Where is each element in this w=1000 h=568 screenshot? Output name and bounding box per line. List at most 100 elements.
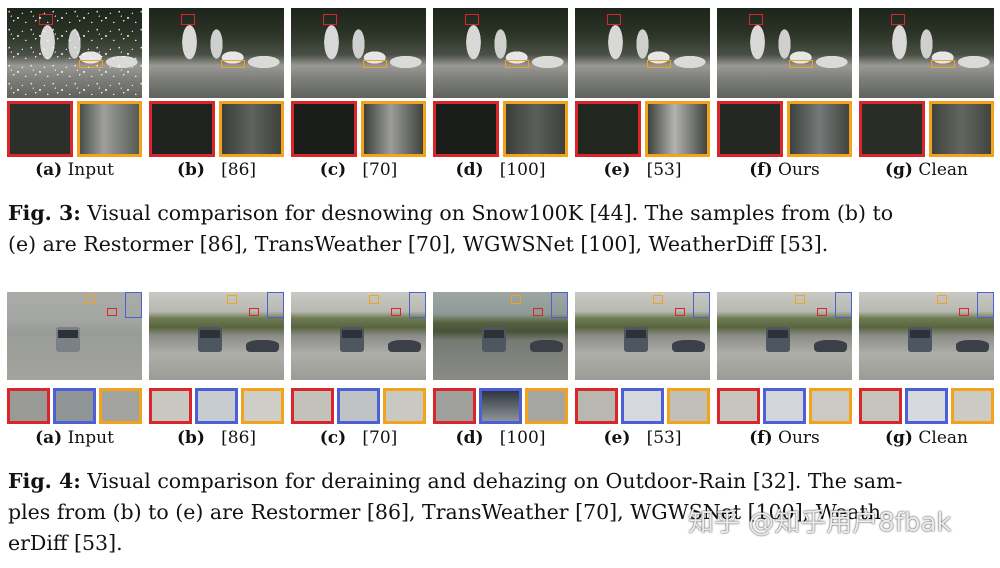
orange-crop	[241, 388, 284, 424]
subcaption-letter: (c)	[319, 428, 347, 448]
red-crop	[717, 101, 783, 157]
fig4-subcaption-e: (e) [53]	[572, 428, 713, 448]
fig4-panel-c	[291, 292, 426, 427]
subcaption-text: Clean	[918, 428, 968, 448]
red-crop	[149, 101, 215, 157]
fig3-caption-line2: (e) are Restormer [86], TransWeather [70…	[8, 229, 998, 260]
car-shape	[956, 339, 989, 352]
orange-zoom-marker	[653, 295, 663, 304]
fig3-caption-line1: Fig. 3: Visual comparison for desnowing …	[8, 198, 998, 229]
car-shape	[765, 327, 790, 352]
fig3-subcaption-a: (a) Input	[4, 160, 145, 180]
fig3-panel-e	[575, 8, 710, 158]
snow-image	[149, 8, 284, 98]
subcaption-letter: (d)	[455, 160, 484, 180]
fig4-subcaption-a: (a) Input	[4, 428, 145, 448]
rain-image	[575, 292, 710, 380]
blue-zoom-marker	[835, 292, 852, 318]
car-shape	[907, 327, 932, 352]
fig4-label: Fig. 4:	[8, 469, 81, 493]
red-crop	[291, 388, 334, 424]
orange-crop	[787, 101, 852, 157]
red-crop	[859, 388, 902, 424]
red-zoom-marker	[107, 308, 117, 316]
blue-crop	[763, 388, 806, 424]
orange-zoom-marker	[795, 295, 805, 304]
fig3-panel-f	[717, 8, 852, 158]
subcaption-text: [53]	[646, 160, 682, 180]
snow-image	[291, 8, 426, 98]
fig3-panel-c	[291, 8, 426, 158]
car-shape	[339, 327, 364, 352]
orange-crop	[77, 101, 142, 157]
red-zoom-marker	[323, 14, 337, 25]
orange-crop	[929, 101, 994, 157]
blue-zoom-marker	[409, 292, 426, 318]
rain-image	[433, 292, 568, 380]
fig3-subcaption-f: (f) Ours	[714, 160, 855, 180]
fig3-subcaption-e: (e) [53]	[572, 160, 713, 180]
car-shape	[388, 339, 421, 352]
blue-crop	[905, 388, 948, 424]
fig4-caption-line3: erDiff [53].	[8, 528, 998, 559]
orange-zoom-marker	[363, 60, 387, 68]
red-crop	[149, 388, 192, 424]
subcaption-text: [70]	[362, 428, 398, 448]
subcaption-letter: (e)	[603, 160, 631, 180]
orange-crop	[951, 388, 994, 424]
red-zoom-marker	[533, 308, 543, 316]
fig4-panel-g	[859, 292, 994, 427]
fig3-panel-g	[859, 8, 994, 158]
orange-crop	[667, 388, 710, 424]
caption-text: (e) are Restormer [86], TransWeather [70…	[8, 232, 829, 256]
subcaption-letter: (a)	[35, 428, 63, 448]
subcaption-letter: (g)	[885, 160, 913, 180]
fig4-caption: Fig. 4: Visual comparison for deraining …	[8, 466, 998, 559]
subcaption-text: Input	[67, 428, 114, 448]
fig4-subcaption-d: (d) [100]	[430, 428, 571, 448]
car-shape	[814, 339, 847, 352]
blue-zoom-marker	[693, 292, 710, 318]
orange-zoom-marker	[85, 295, 95, 304]
fig4-caption-line2: ples from (b) to (e) are Restormer [86],…	[8, 497, 998, 528]
blue-zoom-marker	[551, 292, 568, 318]
orange-crop	[99, 388, 142, 424]
orange-crop	[645, 101, 710, 157]
subcaption-letter: (g)	[885, 428, 913, 448]
fig3-subcaption-c: (c) [70]	[288, 160, 429, 180]
subcaption-letter: (c)	[319, 160, 347, 180]
blue-zoom-marker	[977, 292, 994, 318]
red-zoom-marker	[39, 14, 53, 25]
red-zoom-marker	[607, 14, 621, 25]
red-zoom-marker	[465, 14, 479, 25]
blue-crop	[621, 388, 664, 424]
red-zoom-marker	[749, 14, 763, 25]
red-crop	[717, 388, 760, 424]
red-zoom-marker	[959, 308, 969, 316]
orange-zoom-marker	[505, 60, 529, 68]
subcaption-text: Ours	[778, 160, 820, 180]
fig3-caption: Fig. 3: Visual comparison for desnowing …	[8, 198, 998, 260]
subcaption-text: [86]	[221, 428, 257, 448]
orange-zoom-marker	[369, 295, 379, 304]
snow-image	[859, 8, 994, 98]
caption-text: ples from (b) to (e) are Restormer [86],…	[8, 500, 888, 524]
fig4-subcaption-b: (b) [86]	[146, 428, 287, 448]
fig3-subcaption-b: (b) [86]	[146, 160, 287, 180]
red-crop	[575, 388, 618, 424]
red-zoom-marker	[891, 14, 905, 25]
red-crop	[433, 101, 499, 157]
red-crop	[7, 388, 50, 424]
fig4-panel-a	[7, 292, 142, 427]
subcaption-letter: (e)	[603, 428, 631, 448]
rain-image	[149, 292, 284, 380]
blue-crop	[195, 388, 238, 424]
red-zoom-marker	[249, 308, 259, 316]
red-zoom-marker	[817, 308, 827, 316]
snow-image	[433, 8, 568, 98]
orange-crop	[503, 101, 568, 157]
rain-image	[291, 292, 426, 380]
fig4-subcaption-f: (f) Ours	[714, 428, 855, 448]
subcaption-letter: (b)	[176, 428, 205, 448]
subcaption-letter: (a)	[35, 160, 63, 180]
